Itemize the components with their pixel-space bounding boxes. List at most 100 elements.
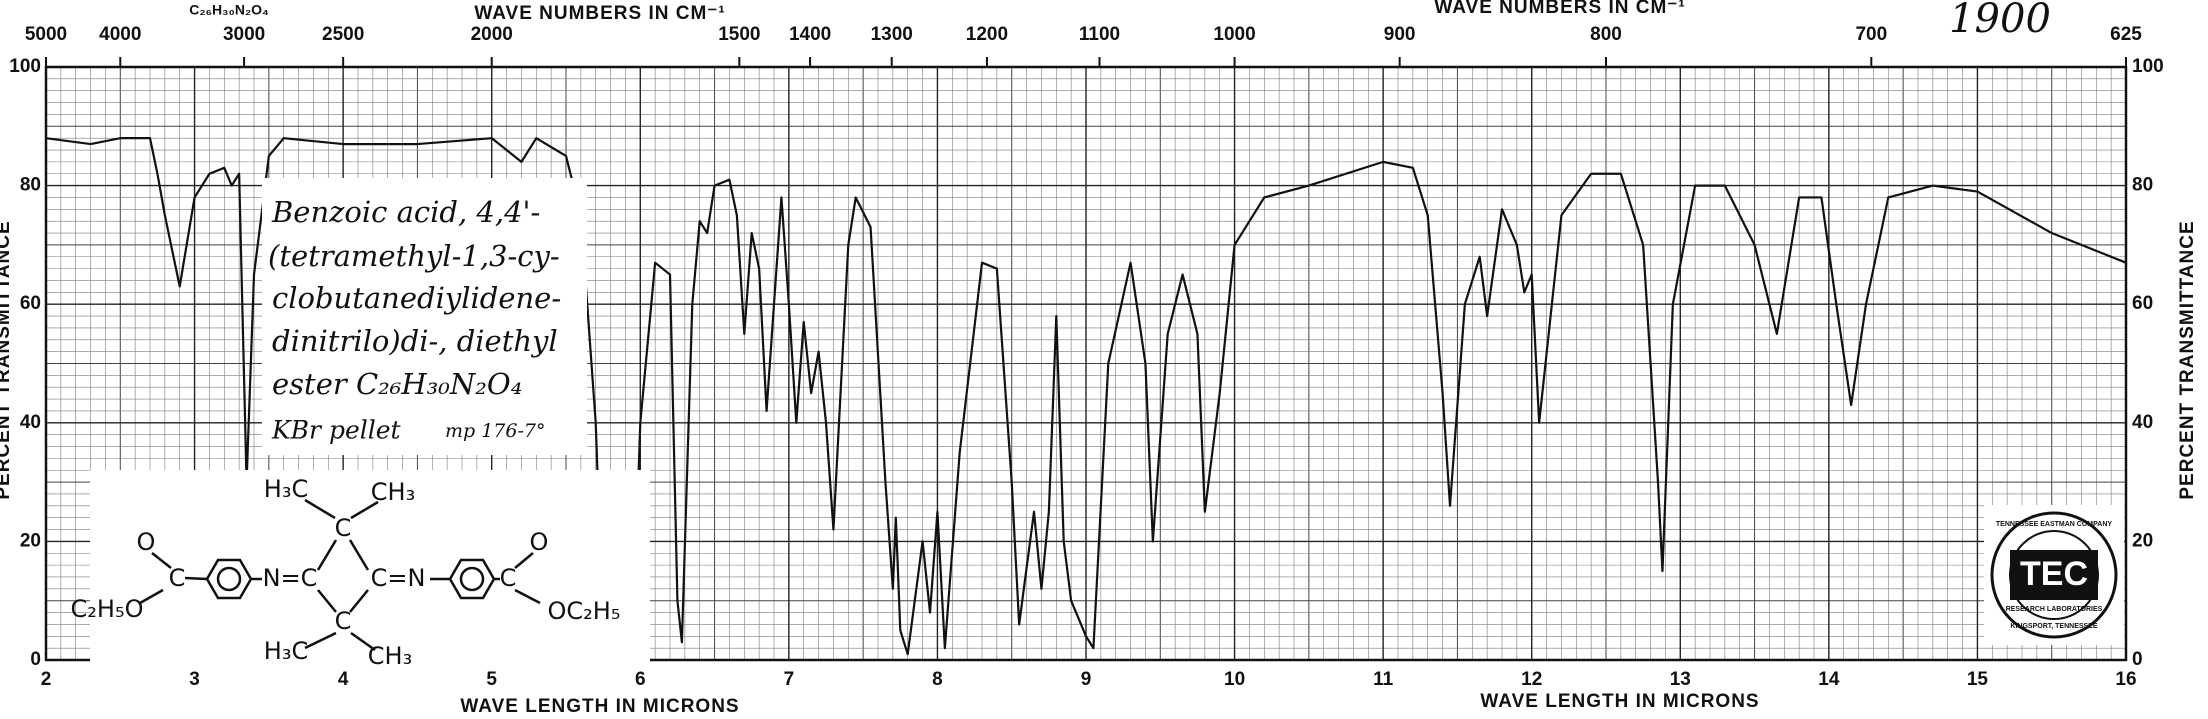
- x-tick-label: 2: [41, 669, 52, 690]
- x-axis-title: WAVE LENGTH IN MICRONS: [1480, 691, 1759, 712]
- annotation: KBr pellet: [271, 416, 402, 445]
- x2-tick-label: 1300: [871, 24, 913, 45]
- atom-label: C: [169, 564, 186, 592]
- bond: [350, 500, 379, 520]
- y-tick-label: 20: [20, 530, 41, 551]
- logo-text: KINGSPORT, TENNESSEE: [2010, 623, 2097, 630]
- atom-label: OC₂H₅: [548, 597, 621, 625]
- x-tick-label: 3: [189, 669, 200, 690]
- y-tick-label: 80: [2132, 175, 2153, 196]
- y-tick-label: 40: [20, 412, 41, 433]
- atom-label: O: [530, 528, 549, 556]
- x2-tick-label: 1400: [789, 24, 831, 45]
- annotation: clobutanediylidene-: [272, 281, 561, 315]
- x2-tick-label: 3000: [223, 24, 265, 45]
- annotation: mp 176-7°: [445, 420, 546, 442]
- x-tick-label: 12: [1521, 669, 1542, 690]
- y-tick-label: 0: [2132, 649, 2143, 670]
- logo-mark: TEC: [2020, 555, 2088, 593]
- logo-block: [2010, 550, 2098, 600]
- label-paper: [262, 178, 587, 455]
- annotation: Benzoic acid, 4,4'-: [271, 195, 540, 229]
- annotation: (tetramethyl-1,3-cy-: [268, 239, 560, 273]
- x2-tick-label: 5000: [25, 24, 67, 45]
- atom-label: C₂H₅O: [71, 595, 144, 623]
- x-tick-label: 10: [1224, 669, 1245, 690]
- x-tick-label: 16: [2115, 669, 2136, 690]
- atom-label: O: [137, 528, 156, 556]
- x2-tick-label: 1100: [1079, 24, 1120, 45]
- y-axis-title: PERCENT TRANSMITTANCE: [0, 220, 14, 499]
- x2-axis-title: WAVE NUMBERS IN CM⁻¹: [474, 3, 725, 24]
- x2-axis-title: WAVE NUMBERS IN CM⁻¹: [1434, 0, 1685, 18]
- x-tick-label: 8: [932, 669, 943, 690]
- atom-label: H₃C: [264, 475, 308, 503]
- bond: [184, 576, 208, 581]
- bond: [514, 552, 534, 569]
- bond: [316, 539, 338, 571]
- x2-tick-label: 625: [2110, 24, 2142, 45]
- x-axis-title: WAVE LENGTH IN MICRONS: [460, 696, 739, 717]
- y-tick-label: 100: [2132, 56, 2164, 77]
- bond: [151, 552, 172, 569]
- atom-label: C=N: [371, 564, 426, 592]
- y-axis-title: PERCENT TRANSMITTANCE: [2177, 220, 2198, 499]
- company-logo: TEC TENNESSEE EASTMAN COMPANY RESEARCH L…: [1984, 505, 2124, 645]
- x2-tick-label: 1500: [718, 24, 760, 45]
- x2-tick-label: 4000: [99, 24, 141, 45]
- annotation: dinitrilo)di-, diethyl: [272, 324, 558, 358]
- x-tick-label: 4: [338, 669, 349, 690]
- atom-label: C: [335, 607, 352, 635]
- atom-label: C: [335, 514, 352, 542]
- logo-text: RESEARCH LABORATORIES: [2006, 606, 2103, 613]
- x2-tick-label: 2000: [471, 24, 513, 45]
- atom-label: C: [500, 564, 517, 592]
- x-tick-label: 13: [1670, 669, 1691, 690]
- ring-circle: [216, 566, 242, 592]
- annotation: ester C₂₆H₃₀N₂O₄: [272, 367, 522, 401]
- formula-label: C₂₆H₃₀N₂O₄: [189, 2, 268, 18]
- x2-tick-label: 900: [1384, 24, 1416, 45]
- bond: [349, 589, 369, 613]
- spectrum-line: [45, 137, 2127, 656]
- logo-text: TENNESSEE EASTMAN COMPANY: [1996, 521, 2112, 528]
- ring-circle: [459, 566, 485, 592]
- x2-tick-label: 1200: [966, 24, 1008, 45]
- x-tick-label: 15: [1967, 669, 1989, 690]
- x-tick-label: 6: [635, 669, 646, 690]
- bond: [514, 588, 541, 605]
- bond: [350, 631, 376, 652]
- y-tick-label: 60: [20, 293, 41, 314]
- x-tick-label: 14: [1818, 669, 1840, 690]
- atom-label: CH₃: [371, 478, 415, 506]
- x2-tick-label: 2500: [322, 24, 364, 45]
- y-tick-label: 20: [2132, 530, 2153, 551]
- atom-label: N=C: [263, 564, 318, 592]
- bond: [317, 589, 337, 613]
- annotation-label: Benzoic acid, 4,4'- (tetramethyl-1,3-cy-…: [262, 178, 587, 455]
- structure: O C₂H₅O C N=C C C=N C C O OC₂H₅ H₃C CH₃ …: [71, 470, 650, 670]
- bond: [304, 498, 336, 520]
- y-tick-label: 40: [2132, 412, 2153, 433]
- x2-tick-label: 800: [1590, 24, 1622, 45]
- y-tick-label: 100: [9, 56, 41, 77]
- x-tick-label: 9: [1081, 669, 1092, 690]
- structure-background: [90, 470, 650, 670]
- plot: [45, 137, 2127, 656]
- y-tick-label: 60: [2132, 293, 2153, 314]
- x-tick-label: 5: [486, 669, 497, 690]
- x-tick-label: 7: [784, 669, 795, 690]
- bond: [304, 631, 337, 650]
- bond: [139, 588, 164, 605]
- bond: [348, 539, 370, 571]
- plot-frame: [44, 65, 2128, 662]
- x-tick-label: 11: [1373, 669, 1394, 690]
- x2-tick-label: 1000: [1213, 24, 1255, 45]
- handwritten-number: 1900: [1949, 0, 2051, 42]
- x2-tick-label: 700: [1855, 24, 1887, 45]
- y-tick-label: 80: [20, 175, 41, 196]
- y-tick-label: 0: [30, 649, 41, 670]
- atom-label: H₃C: [264, 637, 308, 665]
